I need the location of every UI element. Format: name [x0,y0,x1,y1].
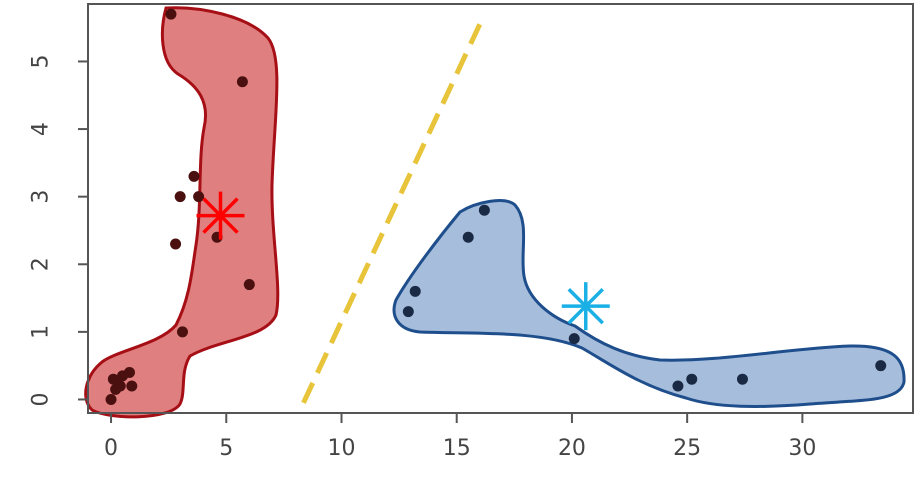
x-tick-label: 15 [443,436,471,461]
cluster-1-point [114,380,126,392]
cluster-1-point [174,191,186,203]
y-tick-label: 0 [29,392,54,406]
cluster-2-point [686,373,698,385]
centroid-stroke [567,287,604,325]
axes: 0 5 10 15 20 25 30 0 1 2 3 4 5 [29,54,817,461]
cluster-2-point [736,373,748,385]
x-tick-label: 5 [219,436,233,461]
cluster-1-centroid-marker [196,191,245,240]
data-points [105,8,887,405]
cluster-1-point [105,393,117,405]
cluster-1-point [165,8,177,20]
cluster-1-point [126,380,138,392]
x-tick-label: 0 [104,436,118,461]
cluster-1-point [170,238,182,250]
cluster-1-point [176,326,188,338]
cluster-1-point [243,279,255,291]
cluster-1-point [188,170,200,182]
cluster-2-hull [392,199,906,408]
centroid-stroke [202,197,239,234]
cluster-1-hull [84,6,280,419]
cluster-2-point [672,380,684,392]
separator-dashed-line [301,23,483,404]
cluster-2-point [462,231,474,243]
y-tick-label: 4 [29,122,54,136]
cluster-2-point [409,285,421,297]
cluster-1-point [193,191,205,203]
cluster-1-point [123,366,135,378]
y-tick-label: 2 [29,257,54,271]
x-tick-label: 20 [558,436,586,461]
cluster-1-point [236,76,248,88]
x-tick-label: 30 [788,436,816,461]
cluster-2-point [478,204,490,216]
separator-line-layer [301,23,483,404]
centroid-markers [196,191,610,331]
cluster-2-point [875,360,887,372]
y-tick-label: 1 [29,325,54,339]
y-tick-label: 5 [29,54,54,68]
x-tick-label: 25 [673,436,701,461]
cluster-hulls [84,6,906,419]
x-tick-label: 10 [327,436,355,461]
plot-frame [87,3,914,414]
cluster-2-point [568,333,580,345]
cluster-2-point [402,306,414,318]
y-tick-label: 3 [29,190,54,204]
cluster-2-centroid-marker [561,282,610,331]
